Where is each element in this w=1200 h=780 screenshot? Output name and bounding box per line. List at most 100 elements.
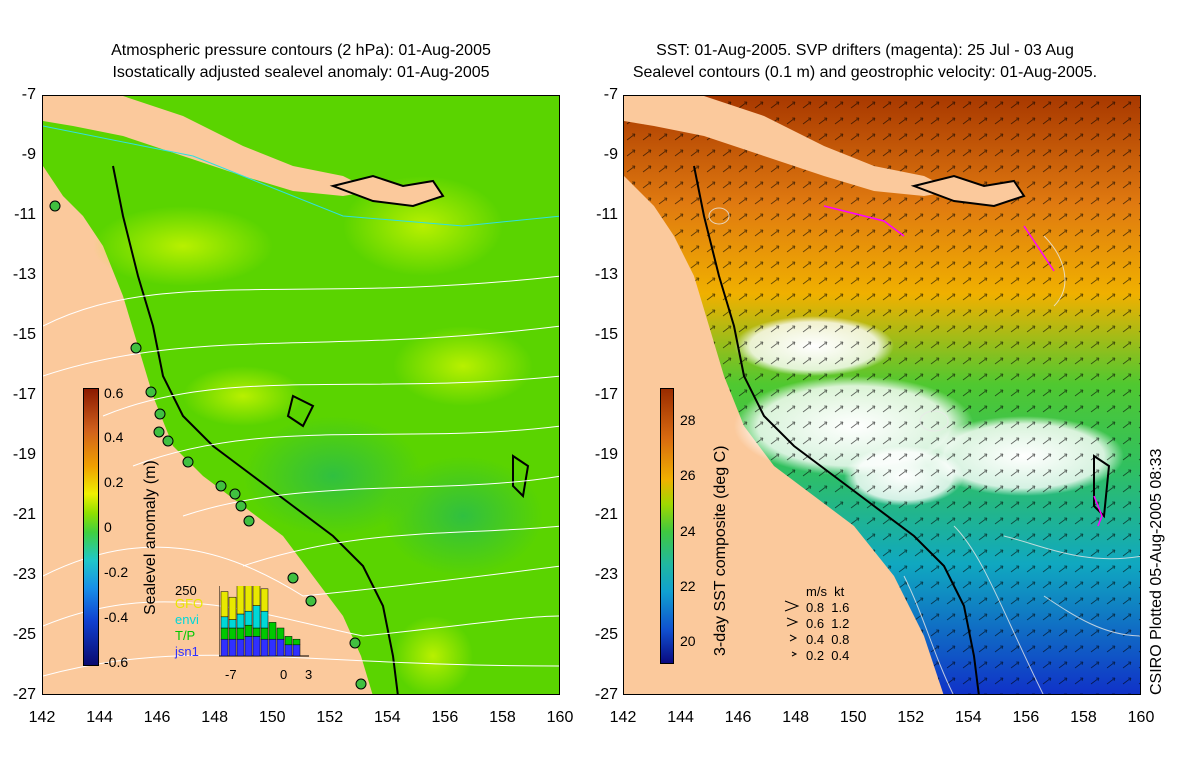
inset-bar-tp	[252, 627, 261, 637]
inset-bar-tp	[236, 627, 245, 640]
inset-bar-envi	[220, 616, 229, 629]
inset-bar-tp	[228, 627, 237, 640]
left-lat-tick: -13	[12, 266, 36, 283]
right-lon-tick: 150	[839, 709, 867, 726]
right-lon-tick: 144	[667, 709, 694, 726]
inset-bar-jsn1	[284, 644, 293, 657]
sealevel-anomaly-map[interactable]	[42, 95, 560, 695]
inset-xtick-2: 3	[305, 667, 313, 682]
left-lat-tick: -27	[12, 686, 36, 703]
sst-cb-tick-4: 20	[680, 633, 696, 649]
inset-ymax: 250	[175, 583, 197, 598]
inset-legend-jsn1: jsn1	[175, 644, 199, 659]
left-lon-tick: 156	[431, 709, 459, 726]
inset-bar-envi	[244, 610, 253, 626]
right-lon-tick: 142	[609, 709, 637, 726]
right-lat-tick: -25	[594, 626, 618, 643]
sst-colorbar-label: 3-day SST composite (deg C)	[712, 445, 729, 656]
right-lat-tick: -17	[594, 386, 618, 403]
inset-xtick-0: -7	[225, 667, 237, 682]
right-lat-tick: -27	[594, 686, 618, 703]
sla-cb-tick-4: -0.2	[104, 564, 129, 580]
inset-bar-gfo	[252, 586, 261, 606]
inset-bar-envi	[236, 613, 245, 629]
right-lat-tick: -21	[594, 506, 618, 523]
velocity-legend-row-3: 0.2 0.4	[806, 648, 850, 663]
sla-colorbar-label: Sealevel anomaly (m)	[142, 460, 159, 615]
right-lon-tick: 160	[1127, 709, 1155, 726]
left-lat-tick: -23	[12, 566, 36, 583]
inset-bar-tp	[292, 638, 301, 646]
sst-cb-tick-3: 22	[680, 578, 696, 594]
sst-map[interactable]	[623, 95, 1141, 695]
sst-cb-tick-1: 26	[680, 467, 696, 483]
inset-bar-tp	[284, 636, 293, 646]
right-lat-tick: -15	[594, 326, 618, 343]
inset-bar-jsn1	[260, 638, 269, 657]
inset-bar-jsn1	[236, 638, 245, 657]
inset-histogram	[219, 586, 309, 657]
sealevel-anomaly-map-canvas	[43, 96, 559, 694]
left-title-line1: Atmospheric pressure contours (2 hPa): 0…	[111, 42, 491, 59]
inset-legend-gfo: GFO	[175, 596, 204, 611]
altimeter-inset: 250 GFO envi T/P jsn1 -7 0 3	[175, 582, 315, 682]
sla-cb-tick-1: 0.4	[104, 429, 124, 445]
sst-map-canvas	[624, 96, 1140, 694]
left-title-line2: Isostatically adjusted sealevel anomaly:…	[112, 64, 490, 81]
right-lon-tick: 148	[782, 709, 809, 726]
inset-bar-tp	[220, 627, 229, 640]
left-lat-tick: -17	[12, 386, 36, 403]
left-lon-tick: 146	[143, 709, 171, 726]
inset-bar-gfo	[236, 586, 245, 615]
velocity-arrow-glyphs	[784, 600, 800, 657]
inset-bar-jsn1	[276, 638, 285, 657]
velocity-legend-row-2: 0.4 0.8	[806, 632, 850, 647]
inset-bar-envi	[252, 605, 261, 629]
inset-bar-envi	[228, 619, 237, 629]
left-lon-tick: 152	[316, 709, 344, 726]
velocity-legend-row-1: 0.6 1.2	[806, 616, 850, 631]
left-lon-tick: 158	[489, 709, 516, 726]
right-lat-tick: -13	[594, 266, 618, 283]
left-lon-tick: 160	[546, 709, 574, 726]
velocity-legend-header: m/s kt	[806, 584, 845, 599]
left-lat-tick: -7	[21, 86, 36, 103]
inset-bar-jsn1	[220, 638, 229, 657]
right-lat-tick: -19	[594, 446, 618, 463]
inset-bar-gfo	[260, 588, 269, 612]
sst-cb-tick-2: 24	[680, 523, 696, 539]
inset-bar-tp	[260, 627, 269, 640]
right-lat-tick: -11	[596, 206, 618, 223]
plotted-note: CSIRO Plotted 05-Aug-2005 08:33	[1148, 448, 1165, 695]
right-lat-tick: -7	[603, 86, 618, 103]
sla-cb-tick-5: -0.4	[104, 609, 129, 625]
inset-bar-envi	[260, 610, 269, 629]
right-title-line2: Sealevel contours (0.1 m) and geostrophi…	[632, 64, 1098, 81]
inset-bar-tp	[244, 624, 253, 637]
left-lat-tick: -19	[12, 446, 36, 463]
sla-cb-tick-6: -0.6	[104, 654, 129, 670]
velocity-legend-row-0: 0.8 1.6	[806, 600, 850, 615]
right-lon-tick: 156	[1012, 709, 1040, 726]
sla-cb-tick-3: 0	[104, 519, 112, 535]
left-lon-tick: 154	[373, 709, 401, 726]
right-lon-tick: 154	[954, 709, 982, 726]
inset-bar-gfo	[220, 591, 229, 618]
inset-bar-jsn1	[228, 638, 237, 657]
inset-legend-envi: envi	[175, 612, 199, 627]
inset-xtick-1: 0	[280, 667, 288, 682]
inset-legend-tp: T/P	[175, 628, 196, 643]
inset-bar-gfo	[228, 596, 237, 620]
sla-cb-tick-2: 0.2	[104, 474, 124, 490]
left-lon-tick: 148	[201, 709, 228, 726]
left-lat-tick: -25	[12, 626, 36, 643]
inset-bar-jsn1	[244, 636, 253, 657]
sst-colorbar	[660, 388, 674, 664]
right-lon-tick: 158	[1070, 709, 1097, 726]
right-lat-tick: -23	[594, 566, 618, 583]
left-lon-tick: 150	[258, 709, 286, 726]
left-lat-tick: -15	[12, 326, 36, 343]
right-lon-tick: 152	[897, 709, 925, 726]
right-lat-tick: -9	[603, 146, 618, 163]
right-title-line1: SST: 01-Aug-2005. SVP drifters (magenta)…	[656, 42, 1074, 59]
